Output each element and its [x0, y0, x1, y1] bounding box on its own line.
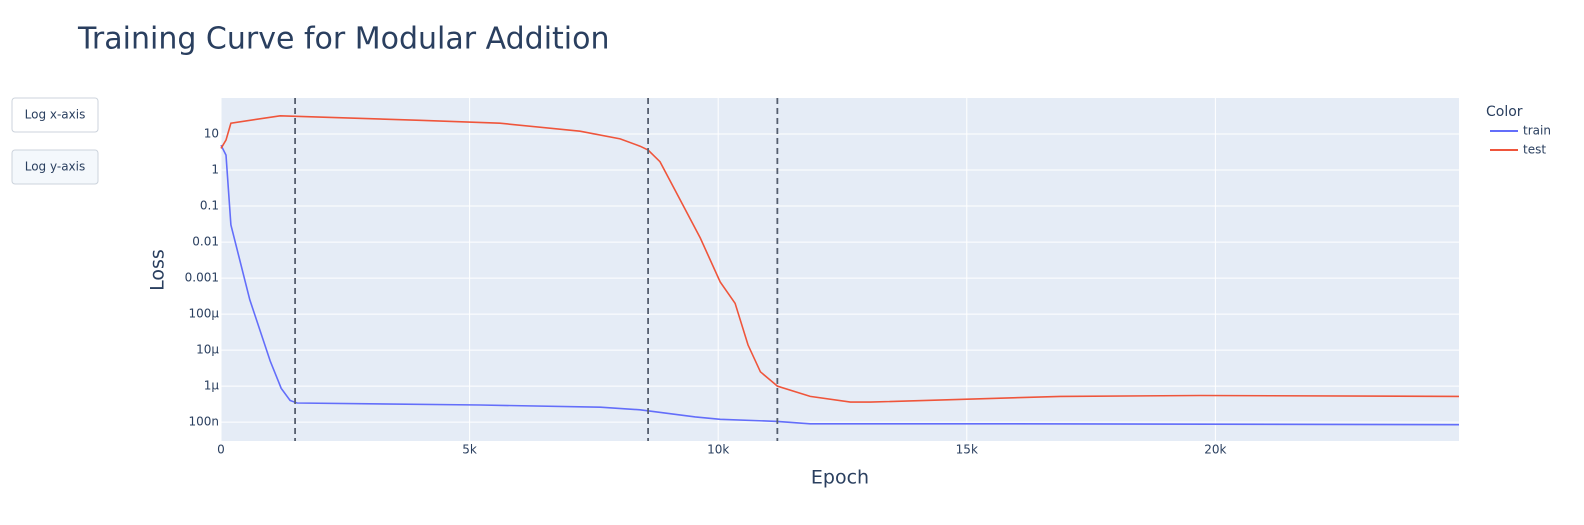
legend-label: train	[1523, 124, 1551, 138]
y-tick-label: 100µ	[188, 307, 219, 321]
x-tick-label: 10k	[707, 443, 729, 457]
legend-label: test	[1523, 143, 1546, 157]
legend-title: Color	[1486, 104, 1523, 120]
y-tick-label: 1µ	[204, 379, 220, 393]
button-label[interactable]: Log x-axis	[25, 108, 86, 122]
log-y-button[interactable]: Log y-axis	[11, 149, 99, 185]
y-tick-label: 0.01	[192, 235, 219, 249]
y-tick-label: 0.001	[185, 271, 219, 285]
plot-area	[221, 98, 1459, 441]
log-x-button[interactable]: Log x-axis	[11, 97, 99, 133]
chart-title: Training Curve for Modular Addition	[77, 22, 610, 57]
x-axis-title: Epoch	[811, 467, 869, 489]
button-box[interactable]	[11, 149, 99, 185]
x-tick-label: 5k	[462, 443, 477, 457]
x-tick-label: 0	[217, 443, 225, 457]
line-series	[220, 114, 1460, 403]
y-tick-label: 1	[211, 163, 219, 177]
y-axis-title: Loss	[147, 249, 169, 291]
y-tick-label: 0.1	[200, 199, 219, 213]
y-tick-label: 10µ	[196, 343, 219, 357]
line-series	[220, 144, 1460, 426]
x-tick-label: 20k	[1204, 443, 1226, 457]
y-tick-label: 10	[204, 127, 219, 141]
y-tick-label: 100n	[188, 415, 219, 429]
button-box[interactable]	[11, 97, 99, 133]
button-label[interactable]: Log y-axis	[25, 160, 86, 174]
x-tick-label: 15k	[956, 443, 978, 457]
